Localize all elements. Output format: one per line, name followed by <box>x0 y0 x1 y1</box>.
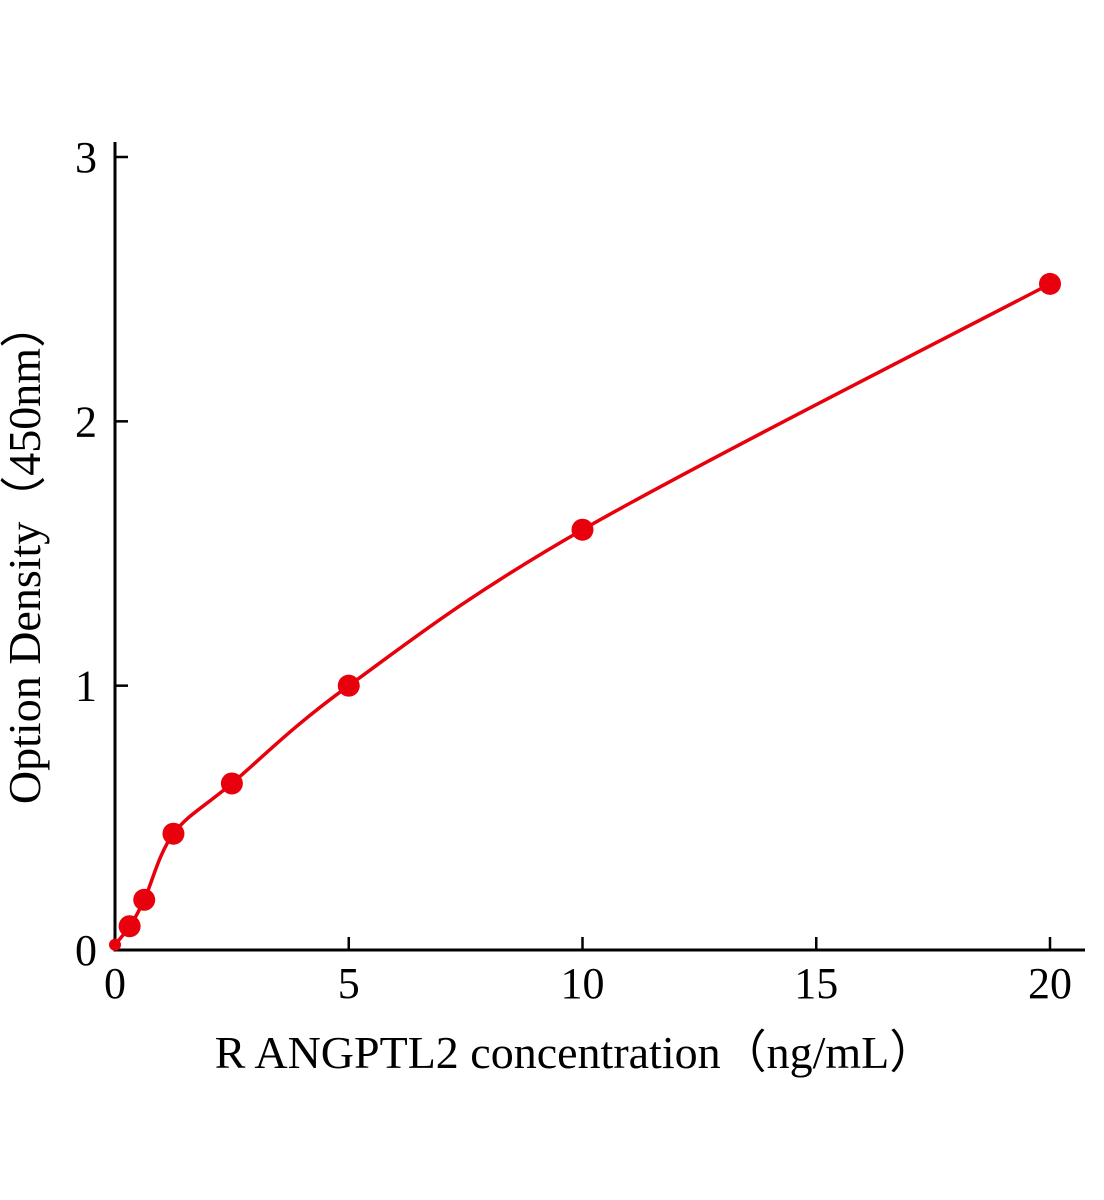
data-point-marker <box>133 888 156 911</box>
y-tick-label: 1 <box>75 662 97 711</box>
x-tick-label: 15 <box>794 959 838 1008</box>
x-axis-label: R ANGPTL2 concentration（ng/mL） <box>215 1027 936 1078</box>
x-tick-label: 20 <box>1028 959 1072 1008</box>
data-point-marker <box>118 915 141 938</box>
data-point-marker <box>162 822 185 845</box>
y-tick-label: 2 <box>75 397 97 446</box>
y-tick-label: 0 <box>75 926 97 975</box>
data-point-marker <box>109 938 121 951</box>
fitted-curve <box>113 282 1052 947</box>
y-axis-label: Option Density（450nm） <box>0 302 50 804</box>
x-tick-label: 0 <box>104 959 126 1008</box>
x-tick-label: 5 <box>338 959 360 1008</box>
x-tick-label: 10 <box>561 959 605 1008</box>
data-point-marker <box>337 674 360 697</box>
data-point-marker <box>1039 272 1061 295</box>
data-point-marker <box>220 772 243 795</box>
plot-area: 0 5 10 15 20 0 1 2 3 <box>75 133 1085 1008</box>
data-point-marker <box>571 518 594 541</box>
y-tick-label: 3 <box>75 133 97 182</box>
